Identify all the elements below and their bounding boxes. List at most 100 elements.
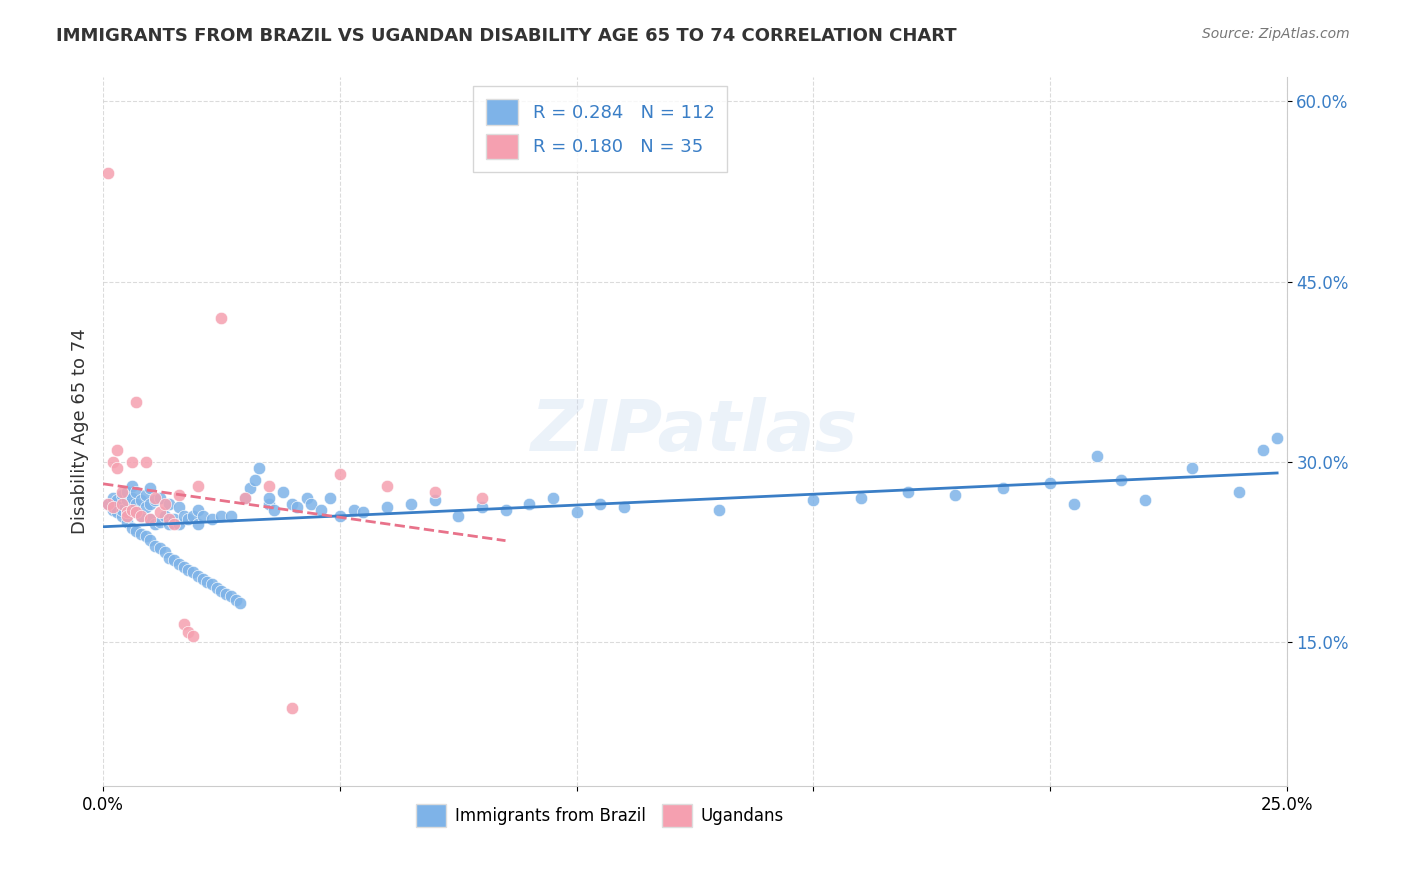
Point: [897, 484, 920, 499]
Point: [121, 502, 143, 516]
Point: [1227, 484, 1250, 499]
Point: [375, 478, 398, 492]
Point: [211, 584, 233, 599]
Point: [125, 497, 148, 511]
Point: [247, 460, 270, 475]
Point: [139, 497, 162, 511]
Point: [101, 491, 124, 505]
Point: [167, 517, 190, 532]
Point: [149, 491, 172, 505]
Point: [375, 500, 398, 515]
Point: [115, 515, 138, 529]
Point: [167, 557, 190, 571]
Point: [211, 508, 233, 523]
Point: [541, 491, 564, 505]
Point: [143, 493, 166, 508]
Point: [271, 484, 294, 499]
Point: [1109, 473, 1132, 487]
Point: [517, 497, 540, 511]
Point: [105, 460, 128, 475]
Point: [97, 497, 120, 511]
Point: [135, 455, 157, 469]
Point: [495, 502, 517, 516]
Point: [943, 488, 966, 502]
Text: Source: ZipAtlas.com: Source: ZipAtlas.com: [1202, 27, 1350, 41]
Point: [187, 478, 209, 492]
Point: [163, 553, 186, 567]
Point: [149, 541, 172, 555]
Point: [121, 521, 143, 535]
Point: [225, 592, 247, 607]
Point: [125, 505, 148, 519]
Point: [111, 484, 134, 499]
Point: [229, 596, 252, 610]
Point: [257, 497, 280, 511]
Point: [105, 442, 128, 457]
Point: [1063, 497, 1085, 511]
Point: [215, 587, 238, 601]
Point: [849, 491, 872, 505]
Point: [589, 497, 612, 511]
Point: [135, 488, 157, 502]
Point: [105, 505, 128, 519]
Point: [211, 310, 233, 325]
Point: [1181, 460, 1204, 475]
Point: [187, 502, 209, 516]
Point: [149, 515, 172, 529]
Point: [139, 512, 162, 526]
Point: [177, 512, 200, 526]
Point: [157, 497, 180, 511]
Point: [257, 478, 280, 492]
Point: [115, 493, 138, 508]
Point: [1133, 493, 1156, 508]
Point: [129, 508, 152, 523]
Point: [115, 505, 138, 519]
Point: [101, 500, 124, 515]
Point: [219, 589, 242, 603]
Point: [707, 502, 730, 516]
Point: [329, 508, 352, 523]
Point: [125, 394, 148, 409]
Point: [125, 484, 148, 499]
Point: [143, 517, 166, 532]
Point: [565, 505, 588, 519]
Point: [111, 497, 134, 511]
Point: [115, 484, 138, 499]
Point: [353, 505, 375, 519]
Point: [101, 502, 124, 516]
Point: [201, 512, 224, 526]
Point: [157, 550, 180, 565]
Point: [167, 500, 190, 515]
Point: [1039, 476, 1062, 491]
Point: [157, 517, 180, 532]
Point: [101, 455, 124, 469]
Point: [105, 500, 128, 515]
Point: [285, 500, 308, 515]
Point: [299, 497, 322, 511]
Point: [309, 502, 332, 516]
Point: [173, 560, 195, 574]
Point: [219, 508, 242, 523]
Point: [121, 455, 143, 469]
Point: [121, 478, 143, 492]
Point: [295, 491, 318, 505]
Point: [111, 502, 134, 516]
Point: [399, 497, 422, 511]
Point: [1085, 449, 1108, 463]
Point: [343, 502, 366, 516]
Point: [233, 491, 256, 505]
Point: [447, 508, 470, 523]
Point: [111, 488, 134, 502]
Point: [173, 616, 195, 631]
Point: [163, 517, 186, 532]
Point: [135, 529, 157, 543]
Point: [191, 572, 214, 586]
Point: [129, 508, 152, 523]
Point: [181, 508, 204, 523]
Point: [991, 481, 1014, 495]
Point: [187, 517, 209, 532]
Point: [471, 500, 494, 515]
Point: [125, 524, 148, 539]
Point: [153, 497, 176, 511]
Point: [153, 544, 176, 558]
